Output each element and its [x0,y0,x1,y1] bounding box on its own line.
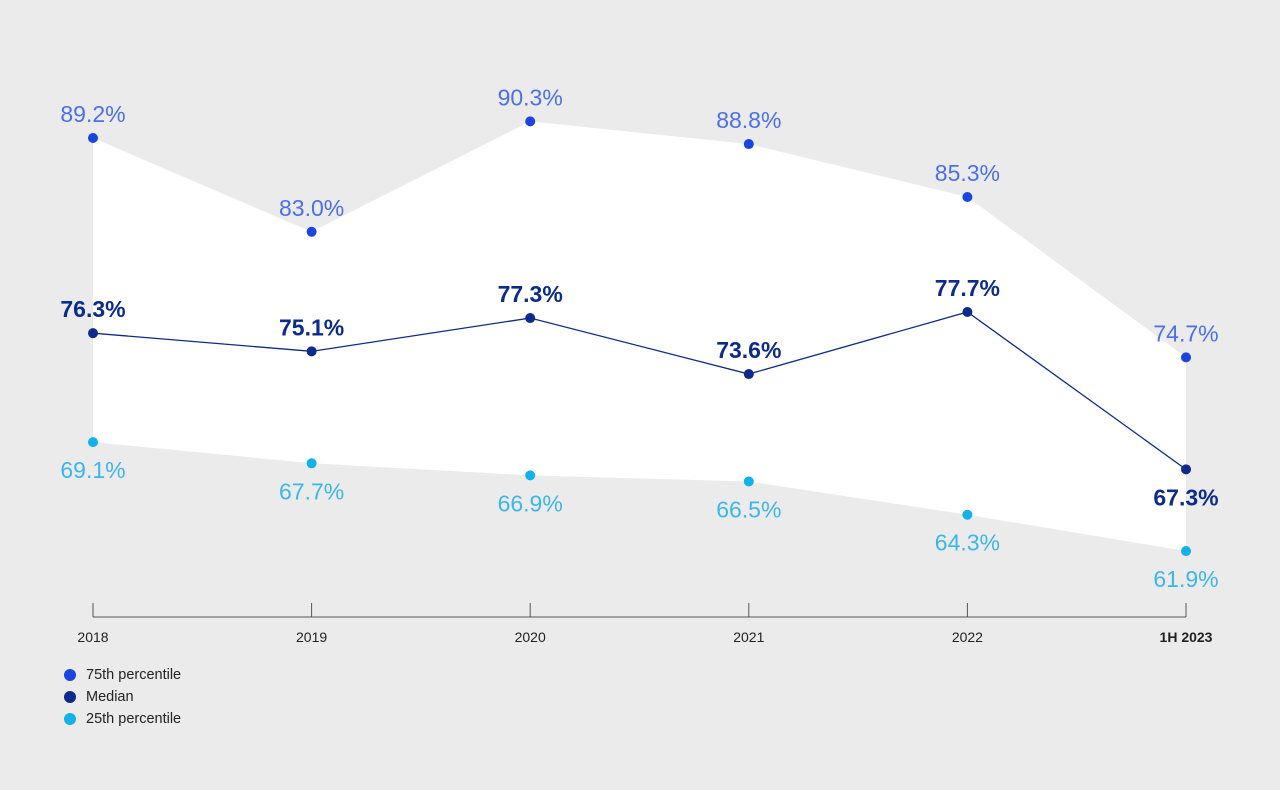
data-label: 67.3% [1153,484,1218,510]
data-point-median [962,306,973,317]
data-label: 90.3% [498,84,563,110]
x-tick-label: 1H 2023 [1160,629,1213,645]
data-label: 74.7% [1153,320,1218,346]
percentile-band [93,121,1186,552]
legend-label: 75th percentile [86,667,182,683]
data-label: 85.3% [935,160,1000,186]
x-tick-label: 2022 [952,629,983,645]
data-label: 77.3% [498,281,563,307]
legend-item: 75th percentile [64,667,181,683]
data-label: 83.0% [279,195,344,221]
data-label: 61.9% [1153,566,1218,592]
legend-item: 25th percentile [64,711,181,727]
data-point-p75 [88,133,98,143]
data-label: 89.2% [60,101,125,127]
x-tick-label: 2018 [77,629,108,645]
median-line [92,311,1187,470]
data-point-p75 [306,226,317,237]
data-point-p25 [88,437,98,448]
data-label: 67.7% [279,478,344,504]
legend-dot-icon [64,713,76,725]
data-point-median [306,346,317,357]
data-label: 64.3% [935,530,1000,556]
data-point-median [88,328,98,339]
data-point-median [1181,464,1191,475]
data-label: 66.5% [716,496,781,522]
data-point-p25 [743,476,754,487]
x-tick-label: 2019 [296,629,327,645]
legend-label: Median [86,689,134,705]
data-point-p25 [1181,546,1191,557]
data-point-median [525,313,536,324]
data-point-median [743,369,754,380]
data-point-p25 [525,470,536,481]
x-tick-label: 2021 [733,629,764,645]
data-label: 73.6% [716,337,781,363]
data-point-p75 [743,139,754,150]
data-point-p25 [306,458,317,469]
data-point-p75 [525,116,536,127]
data-point-p75 [962,192,973,203]
data-label: 77.7% [935,275,1000,301]
data-point-p75 [1181,352,1191,363]
legend-dot-icon [64,669,76,681]
data-label: 76.3% [60,296,125,322]
data-point-p25 [962,509,973,520]
data-label: 66.9% [498,490,563,516]
legend-item: Median [64,689,134,705]
data-label: 88.8% [716,107,781,133]
legend-label: 25th percentile [86,711,182,727]
data-label: 69.1% [60,457,125,483]
x-tick-label: 2020 [515,629,546,645]
data-label: 75.1% [279,314,344,340]
legend-dot-icon [64,691,76,703]
